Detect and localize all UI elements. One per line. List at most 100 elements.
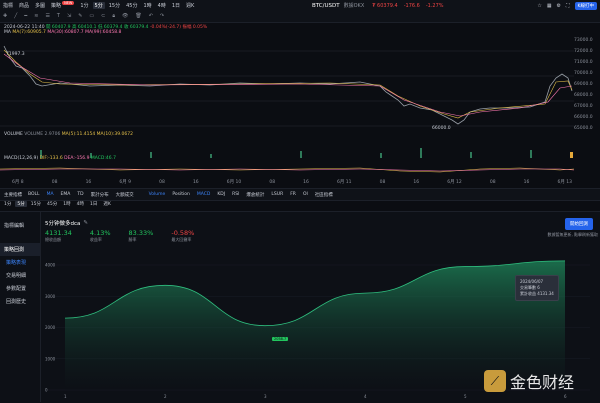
sidebar-item-performance[interactable]: 策略表現 bbox=[6, 260, 27, 266]
metric-return: 4.13% 收益率 bbox=[90, 229, 111, 243]
line-tool-icon[interactable]: ╱ bbox=[14, 13, 18, 19]
bt-tf-4h[interactable]: 4時 bbox=[76, 202, 84, 207]
candle-chart[interactable]: 71997.3 66000.0 bbox=[0, 36, 574, 132]
price-tick: 66000.0 bbox=[574, 115, 593, 120]
ind-ema[interactable]: EMA bbox=[60, 192, 71, 197]
sub-fr[interactable]: FR bbox=[290, 192, 296, 197]
pair-name[interactable]: BTC/USDT bbox=[312, 2, 340, 9]
macd-chart bbox=[0, 167, 574, 173]
sub-position[interactable]: Position bbox=[172, 192, 190, 197]
macd-value: MACD:46.7 bbox=[90, 156, 116, 161]
edit-icon[interactable]: ✎ bbox=[83, 220, 88, 226]
tf-4h[interactable]: 4時 bbox=[157, 3, 166, 9]
volume-info: VOLUME VOLUME 2.9706 MA(5):11.4154 MA(10… bbox=[4, 132, 133, 137]
sub-liq[interactable]: 爆倉統計 bbox=[246, 192, 265, 198]
star-icon[interactable]: ☆ bbox=[537, 3, 542, 9]
watermark: ⟋ 金色财经 bbox=[484, 369, 574, 393]
fib-tool-icon[interactable]: ☰ bbox=[45, 13, 50, 19]
sub-rsi[interactable]: RSI bbox=[232, 192, 240, 197]
ind-boll[interactable]: BOLL bbox=[28, 192, 40, 197]
channel-tool-icon[interactable]: ≋ bbox=[34, 13, 39, 19]
bt-tf-15m[interactable]: 15分 bbox=[30, 202, 41, 207]
fullscreen-icon[interactable]: ⛶ bbox=[566, 3, 570, 9]
community-indicators[interactable]: 社區指標 bbox=[314, 192, 333, 198]
sidebar-title: 指標編輯 bbox=[4, 223, 25, 229]
delete-tool-icon[interactable]: 🗑︎ bbox=[135, 13, 142, 19]
magnet-tool-icon[interactable]: ⊂ bbox=[101, 13, 106, 19]
volume-chart bbox=[40, 148, 573, 158]
low-marker: 66000.0 bbox=[432, 125, 451, 131]
volume-value: VOLUME 2.9706 bbox=[24, 132, 61, 137]
tf-15m[interactable]: 15分 bbox=[108, 3, 121, 9]
bt-tf-1h[interactable]: 1時 bbox=[63, 202, 71, 207]
eye-tool-icon[interactable]: 👁︎ bbox=[122, 13, 129, 19]
settings-icon[interactable]: ⚙ bbox=[556, 3, 562, 9]
tooltip-trades: 交易筆數 6 bbox=[520, 285, 540, 290]
sub-macd[interactable]: MACD bbox=[196, 192, 211, 197]
ma-line-pink bbox=[3, 53, 573, 117]
crosshair-icon[interactable]: ✚ bbox=[3, 13, 8, 19]
refresh-note: 數據暫無更新, 點擊刷新獲取 bbox=[547, 232, 598, 237]
menu-symbols[interactable]: 商品 bbox=[19, 3, 30, 9]
sub-volume[interactable]: Volume bbox=[148, 192, 166, 197]
lock-tool-icon[interactable]: 🔒︎ bbox=[112, 13, 115, 19]
menu-indicators[interactable]: 指標 bbox=[3, 3, 14, 9]
layout-icon[interactable]: ▦ bbox=[546, 3, 552, 9]
tf-1w[interactable]: 週K bbox=[186, 3, 195, 9]
date-tick: 08 bbox=[379, 179, 386, 185]
sub-kdj[interactable]: KDJ bbox=[217, 192, 226, 197]
run-backtest-button[interactable]: 開始回測 bbox=[565, 218, 593, 230]
price-tick: 65000.0 bbox=[574, 126, 593, 131]
sidebar-section[interactable]: 策略回測 bbox=[0, 243, 40, 256]
y-tick-label: 2000 bbox=[45, 325, 56, 330]
bt-tf-1w[interactable]: 週K bbox=[103, 202, 111, 207]
tf-1h[interactable]: 1時 bbox=[143, 3, 152, 9]
sidebar-item-history[interactable]: 回測歷史 bbox=[6, 299, 27, 305]
bt-tf-45m[interactable]: 45分 bbox=[46, 202, 58, 207]
volume-label: VOLUME bbox=[4, 132, 23, 137]
measure-tool-icon[interactable]: ⇲ bbox=[66, 13, 72, 19]
shape-tool-icon[interactable]: ▭ bbox=[89, 13, 95, 19]
x-tick-label: 1 bbox=[64, 394, 67, 399]
undo-icon[interactable]: ↶ bbox=[148, 13, 153, 19]
tf-5m[interactable]: 5分 bbox=[92, 2, 105, 9]
bt-tf-1d[interactable]: 1日 bbox=[89, 202, 98, 207]
metric-value: 83.33% bbox=[128, 229, 154, 237]
watermark-logo-icon: ⟋ bbox=[484, 370, 506, 392]
sidebar-item-trades[interactable]: 交易明細 bbox=[6, 273, 27, 279]
main-indicator-label[interactable]: 主要指標 bbox=[4, 192, 22, 198]
sidebar-item-params[interactable]: 參數配置 bbox=[6, 286, 27, 292]
bt-tf-5m[interactable]: 5分 bbox=[15, 201, 27, 207]
macd-dif: DIF:-133.6 bbox=[39, 156, 63, 161]
price-tick: 69000.0 bbox=[574, 82, 593, 87]
strategy-new-badge: NEW bbox=[62, 0, 75, 5]
redo-icon[interactable]: ↷ bbox=[159, 13, 165, 19]
tf-1d[interactable]: 1日 bbox=[171, 3, 181, 9]
tooltip-profit: 累計收益 4131.34 bbox=[520, 291, 554, 296]
metric-value: -0.58% bbox=[171, 229, 195, 237]
x-tick-label: 2 bbox=[164, 394, 167, 399]
menu-strategy[interactable]: 策略 bbox=[51, 3, 62, 9]
ind-td[interactable]: TD bbox=[77, 192, 84, 197]
brush-tool-icon[interactable]: ✎ bbox=[78, 13, 83, 19]
ind-ma[interactable]: MA bbox=[46, 192, 54, 197]
equity-area bbox=[65, 260, 565, 390]
sub-oi[interactable]: OI bbox=[302, 192, 308, 197]
menu-multichart[interactable]: 多圖 bbox=[35, 3, 46, 9]
ind-cum[interactable]: 累計分布 bbox=[90, 192, 109, 198]
price-tick: 72000.0 bbox=[574, 49, 593, 54]
login-button[interactable]: K線打中 bbox=[574, 2, 597, 10]
bt-tf-1m[interactable]: 1分 bbox=[4, 202, 12, 207]
x-tick-label: 5 bbox=[464, 394, 467, 399]
date-tick: 08 bbox=[269, 179, 276, 185]
text-tool-icon[interactable]: T bbox=[56, 13, 60, 19]
y-tick-label: 3000 bbox=[45, 294, 56, 299]
tf-1m[interactable]: 1分 bbox=[80, 3, 89, 9]
metric-value: 4.13% bbox=[89, 229, 111, 237]
sub-lsur[interactable]: LSUR bbox=[271, 192, 284, 197]
hline-tool-icon[interactable]: ━ bbox=[24, 13, 28, 19]
price-change: -176.6 bbox=[403, 2, 420, 9]
ohlc-amp: 振幅 0.05% bbox=[182, 25, 208, 30]
ind-bigtrade[interactable]: 大額成交 bbox=[115, 192, 134, 198]
tf-45m[interactable]: 45分 bbox=[126, 3, 138, 9]
